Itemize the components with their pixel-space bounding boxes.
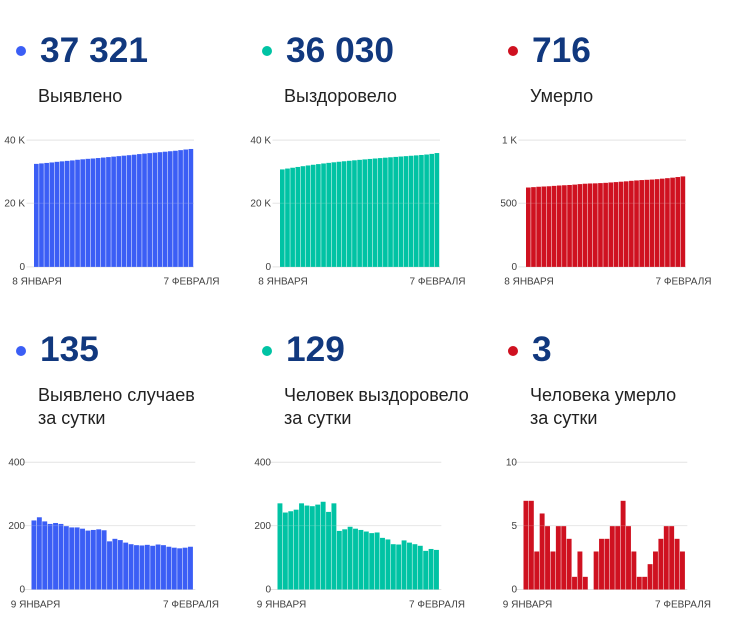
svg-text:500: 500 [500,199,517,210]
svg-text:7 ФЕВРАЛЯ: 7 ФЕВРАЛЯ [409,600,465,611]
svg-text:0: 0 [265,262,271,273]
svg-text:7 ФЕВРАЛЯ: 7 ФЕВРАЛЯ [656,277,712,288]
svg-text:0: 0 [511,262,517,273]
svg-text:7 ФЕВРАЛЯ: 7 ФЕВРАЛЯ [164,277,220,288]
svg-text:5: 5 [511,521,517,532]
svg-text:40 K: 40 K [4,135,25,146]
svg-text:400: 400 [254,458,271,469]
svg-text:8 ЯНВАРЯ: 8 ЯНВАРЯ [258,277,307,288]
svg-text:9 ЯНВАРЯ: 9 ЯНВАРЯ [503,600,552,611]
svg-text:200: 200 [254,521,271,532]
svg-text:20 K: 20 K [250,199,271,210]
svg-text:0: 0 [19,585,25,596]
svg-text:0: 0 [19,262,25,273]
svg-text:200: 200 [8,521,25,532]
svg-text:8 ЯНВАРЯ: 8 ЯНВАРЯ [504,277,553,288]
svg-text:7 ФЕВРАЛЯ: 7 ФЕВРАЛЯ [655,600,711,611]
svg-text:7 ФЕВРАЛЯ: 7 ФЕВРАЛЯ [163,600,219,611]
svg-text:0: 0 [265,585,271,596]
svg-text:400: 400 [8,458,25,469]
svg-text:7 ФЕВРАЛЯ: 7 ФЕВРАЛЯ [410,277,466,288]
svg-text:1 K: 1 K [502,135,517,146]
svg-text:9 ЯНВАРЯ: 9 ЯНВАРЯ [257,600,306,611]
svg-text:40 K: 40 K [250,135,271,146]
svg-text:9 ЯНВАРЯ: 9 ЯНВАРЯ [11,600,60,611]
svg-text:0: 0 [511,585,517,596]
svg-text:20 K: 20 K [4,199,25,210]
svg-text:8 ЯНВАРЯ: 8 ЯНВАРЯ [12,277,61,288]
svg-text:10: 10 [506,458,518,469]
